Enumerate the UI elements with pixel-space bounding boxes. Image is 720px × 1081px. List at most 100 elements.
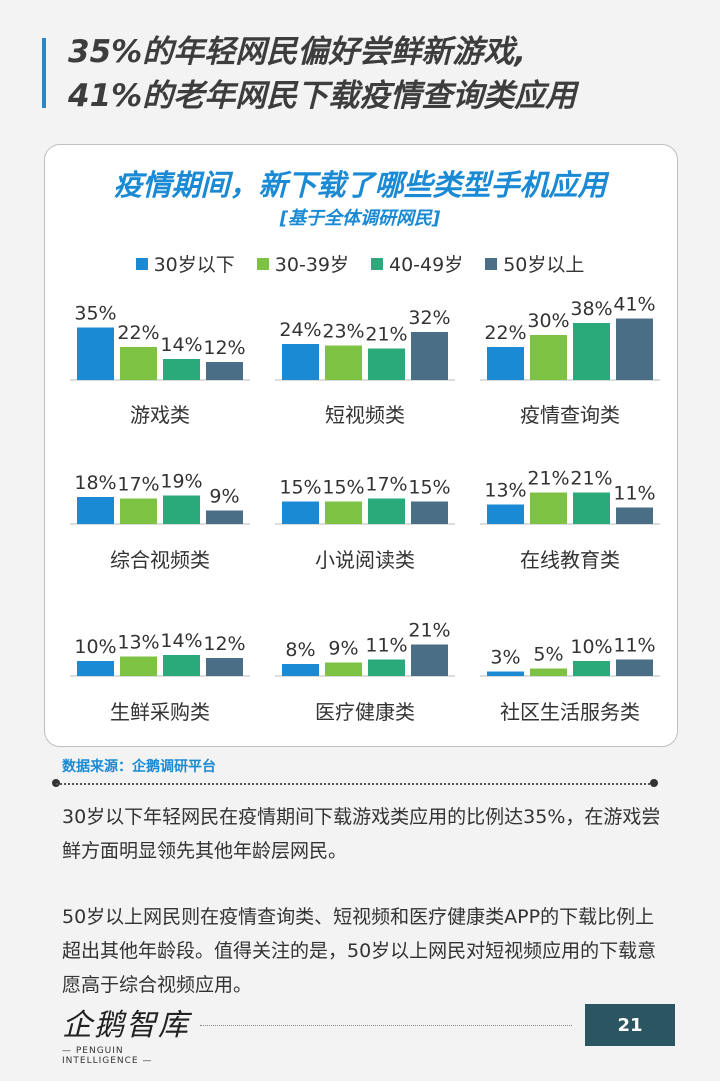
bar xyxy=(163,495,200,524)
bar xyxy=(206,510,243,524)
category-label: 社区生活服务类 xyxy=(500,700,640,724)
data-label: 21% xyxy=(570,468,612,490)
bar xyxy=(530,668,567,676)
data-label: 22% xyxy=(117,322,159,344)
legend-item: 30岁以下 xyxy=(135,250,235,277)
bar xyxy=(487,347,524,380)
bar xyxy=(325,662,362,676)
data-label: 38% xyxy=(570,298,612,320)
category-label: 生鲜采购类 xyxy=(110,700,210,724)
bar xyxy=(120,656,157,676)
page-title-line-2: 41%的老年网民下载疫情查询类应用 xyxy=(68,78,577,114)
bar xyxy=(206,362,243,380)
data-label: 5% xyxy=(533,644,563,666)
legend-label: 40-49岁 xyxy=(389,254,464,276)
bar xyxy=(530,492,567,524)
category-label: 游戏类 xyxy=(130,403,190,427)
bar xyxy=(573,661,610,676)
legend-swatch xyxy=(371,257,383,270)
analysis-paragraph-2: 50岁以上网民则在疫情查询类、短视频和医疗健康类APP的下载比例上超出其他年龄段… xyxy=(62,906,657,996)
bar xyxy=(282,664,319,676)
data-label: 8% xyxy=(285,639,315,661)
bar xyxy=(616,659,653,676)
data-label: 21% xyxy=(408,620,450,642)
bar xyxy=(573,323,610,380)
bar xyxy=(77,661,114,676)
data-label: 21% xyxy=(365,324,407,346)
bar xyxy=(120,347,157,380)
chart-subtitle: [基于全体调研网民] xyxy=(279,208,441,229)
page-title-line-1: 35%的年轻网民偏好尝鲜新游戏, xyxy=(68,34,526,70)
legend-swatch xyxy=(256,257,269,270)
bar xyxy=(282,501,319,524)
analysis-paragraph-1: 30岁以下年轻网民在疫情期间下载游戏类应用的比例达35%，在游戏尝鲜方面明显领先… xyxy=(62,806,661,862)
data-label: 13% xyxy=(117,632,159,654)
legend-item: 30-39岁 xyxy=(256,250,349,277)
bar xyxy=(282,344,319,380)
page-title: 35%的年轻网民偏好尝鲜新游戏, 41%的老年网民下载疫情查询类应用 xyxy=(68,30,708,118)
data-label: 17% xyxy=(365,474,407,496)
data-source: 数据来源：企鹅调研平台 xyxy=(62,759,216,775)
bar xyxy=(616,318,653,380)
bar xyxy=(487,504,524,524)
footer-rule xyxy=(200,1025,572,1026)
bar xyxy=(411,501,448,524)
bar xyxy=(163,655,200,676)
data-label: 3% xyxy=(490,647,520,669)
data-label: 17% xyxy=(117,474,159,496)
data-label: 22% xyxy=(484,322,526,344)
data-label: 19% xyxy=(160,471,202,493)
data-label: 9% xyxy=(209,486,239,508)
bar xyxy=(325,501,362,524)
bar xyxy=(206,658,243,676)
bar xyxy=(573,492,610,524)
legend-label: 30-39岁 xyxy=(274,254,349,276)
data-label: 15% xyxy=(408,477,450,499)
data-label: 11% xyxy=(613,635,655,657)
chart-card xyxy=(44,144,678,747)
data-label: 12% xyxy=(203,633,245,655)
data-label: 32% xyxy=(408,307,450,329)
bar xyxy=(411,644,448,676)
page-number: 21 xyxy=(585,1004,675,1046)
category-label: 疫情查询类 xyxy=(520,403,620,427)
data-label: 11% xyxy=(365,635,407,657)
bar xyxy=(77,497,114,524)
section-divider xyxy=(56,783,654,785)
legend-label: 50岁以上 xyxy=(503,254,585,276)
data-label: 35% xyxy=(74,303,116,325)
legend-item: 40-49岁 xyxy=(371,250,463,277)
bar xyxy=(368,348,405,380)
data-label: 11% xyxy=(613,483,655,505)
bar xyxy=(616,507,653,524)
chart-title: 疫情期间，新下载了哪些类型手机应用 xyxy=(113,168,607,202)
data-label: 14% xyxy=(160,334,202,356)
category-label: 在线教育类 xyxy=(520,548,620,572)
bar xyxy=(368,659,405,676)
bar xyxy=(487,671,524,676)
chart-legend: 30岁以下 30-39岁 40-49岁 50岁以上 xyxy=(0,250,720,277)
category-label: 综合视频类 xyxy=(110,548,210,572)
data-label: 15% xyxy=(322,477,364,499)
data-label: 12% xyxy=(203,337,245,359)
legend-swatch xyxy=(485,257,498,270)
title-accent-bar xyxy=(42,38,46,108)
data-label: 30% xyxy=(527,310,569,332)
data-label: 41% xyxy=(613,294,655,316)
data-label: 24% xyxy=(279,319,321,341)
data-label: 14% xyxy=(160,630,202,652)
data-label: 15% xyxy=(279,477,321,499)
bar xyxy=(163,359,200,380)
bar xyxy=(411,332,448,380)
bar xyxy=(77,327,114,380)
data-label: 13% xyxy=(484,480,526,502)
divider-dot-right xyxy=(650,779,658,787)
category-label: 医疗健康类 xyxy=(315,700,415,724)
bar xyxy=(120,498,157,524)
data-label: 18% xyxy=(74,472,116,494)
data-label: 9% xyxy=(328,638,358,660)
bar xyxy=(530,335,567,380)
data-label: 10% xyxy=(570,636,612,658)
legend-swatch xyxy=(135,257,148,270)
